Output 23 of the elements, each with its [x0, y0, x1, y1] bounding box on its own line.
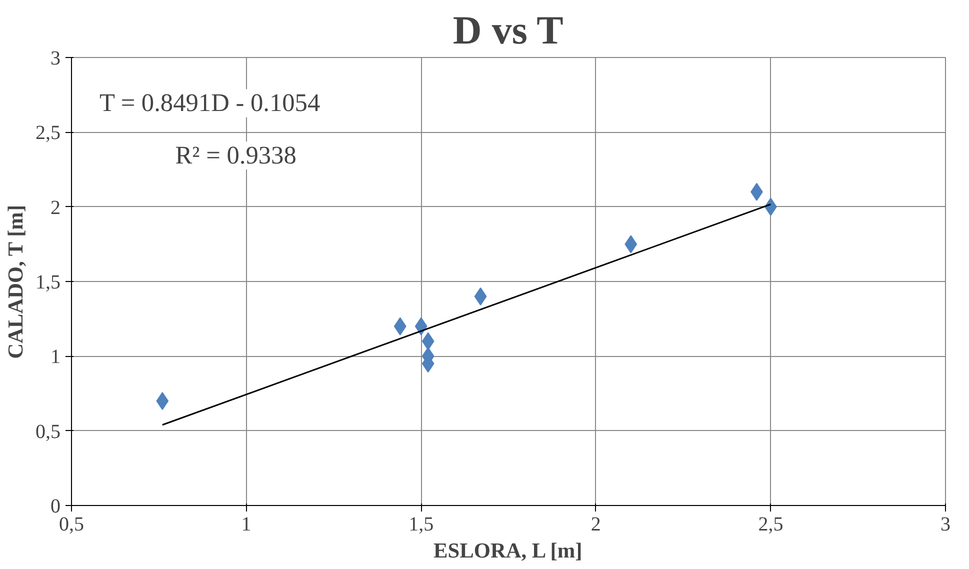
- x-tick-label: 1: [241, 514, 252, 536]
- y-tick-label: 2: [50, 196, 60, 219]
- point: [624, 235, 638, 254]
- x-tick-label: 2: [590, 514, 601, 536]
- y-axis-title: CALADO, T [m]: [4, 204, 28, 359]
- x-axis-title: ESLORA, L [m]: [434, 538, 582, 562]
- y-tick-label: 1: [50, 346, 60, 368]
- y-tick-label: 0: [50, 496, 60, 518]
- annotation: T = 0.8491D - 0.1054: [99, 89, 320, 118]
- x-tick-label: 1,5: [408, 514, 434, 536]
- chart-title: D vs T: [452, 8, 564, 52]
- x-tick-label: 2,5: [758, 514, 784, 536]
- y-tick-label: 1,5: [36, 272, 60, 294]
- point: [422, 332, 434, 350]
- y-tick-label: 2,5: [36, 122, 60, 144]
- point: [394, 317, 406, 336]
- y-tick-label: 3: [50, 48, 60, 70]
- x-tick-label: 3: [940, 514, 950, 536]
- annotation: R² = 0.9338: [175, 142, 296, 170]
- point: [156, 392, 169, 410]
- point: [414, 317, 428, 336]
- y-tick-label: 0,5: [36, 420, 60, 443]
- point: [474, 287, 487, 306]
